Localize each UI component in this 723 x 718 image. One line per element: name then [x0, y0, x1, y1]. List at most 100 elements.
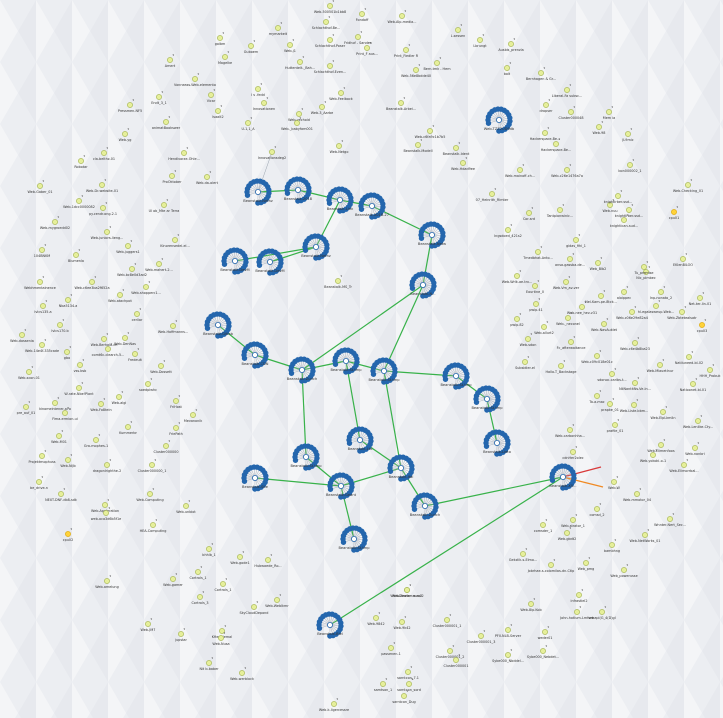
device-node[interactable]: Web-allurt2: [534, 321, 554, 336]
hub-cluster-c6[interactable]: Beanstalk-DevM: [220, 247, 250, 275]
device-node[interactable]: Isaalt2: [212, 105, 224, 120]
device-node[interactable]: Web_powerusse: [610, 564, 638, 579]
device-node[interactable]: Web-Vm_av-ver: [553, 276, 580, 291]
device-node[interactable]: Robotar: [74, 155, 88, 170]
hub-cluster-c26[interactable]: Beanstalk-XX...: [549, 463, 577, 491]
device-node[interactable]: Kinorensedel-el...: [160, 234, 190, 249]
device-node[interactable]: pwip.82: [510, 313, 524, 328]
device-node[interactable]: Ausbis_prenzla: [498, 38, 524, 53]
device-node[interactable]: Web-c06e29e82a4: [616, 306, 648, 321]
device-node[interactable]: Web-mahert-2...: [145, 258, 173, 273]
device-node[interactable]: Kummerbr: [119, 421, 138, 436]
device-node[interactable]: Nit b-baber: [199, 657, 219, 672]
hub-cluster-c24[interactable]: Beanstalk-St.tmp: [338, 525, 370, 553]
device-node[interactable]: Natioonet-bl-01: [680, 378, 706, 393]
device-node[interactable]: Web-9k42: [393, 616, 411, 631]
hub-cluster-c4[interactable]: Beanstalk-2018-27: [355, 192, 389, 220]
device-node[interactable]: sdonoc-caribs-t...: [597, 368, 627, 383]
device-node[interactable]: ProOktober: [162, 170, 182, 185]
device-node[interactable]: weder01: [538, 626, 553, 641]
device-node[interactable]: Web-Feelbock: [329, 87, 353, 102]
device-node[interactable]: Tmedbhat-Anto...: [522, 246, 553, 261]
device-node[interactable]: Hackerspace-Be...: [530, 127, 561, 142]
device-node[interactable]: cpu02: [63, 528, 73, 543]
device-node[interactable]: Web-Hoffmanns...: [158, 320, 188, 335]
device-node[interactable]: knightlcan-sud...: [610, 214, 638, 229]
device-node[interactable]: Web-Zbtetealsatr: [667, 306, 697, 321]
device-node[interactable]: Web-gbdt2: [558, 527, 577, 542]
device-node[interactable]: Web-Wrlk-ae-trx...: [502, 270, 532, 285]
device-node[interactable]: Web-c26e1476a7a: [551, 164, 583, 179]
device-node[interactable]: Web-juggers1: [116, 240, 140, 255]
device-node[interactable]: Schlachthof-Even...: [314, 60, 347, 75]
hub-cluster-c19[interactable]: Beanstalk-Ltd: [346, 426, 374, 454]
device-node[interactable]: Cluster000001: [444, 654, 469, 669]
device-node[interactable]: vss.bsb: [74, 359, 87, 374]
device-node[interactable]: knightlrber-ssd...: [615, 204, 644, 219]
device-node[interactable]: Web-NetWorks_01: [630, 529, 661, 544]
hub-cluster-c20[interactable]: Beanstalk-Site: [241, 464, 269, 492]
device-node[interactable]: Cortrols_3: [191, 591, 209, 606]
device-node[interactable]: Web-Beeler auro2: [392, 584, 422, 599]
device-node[interactable]: Web-NiJb: [60, 454, 76, 469]
device-node[interactable]: Cluster000001_1: [433, 614, 462, 629]
device-node[interactable]: dropser: [540, 99, 554, 114]
device-node[interactable]: JL9mic: [621, 128, 634, 143]
device-node[interactable]: aloippec: [617, 286, 631, 301]
hub-cluster-c17[interactable]: Beanstalk-Lieto: [483, 429, 511, 457]
device-node[interactable]: Print_Fiedler R: [394, 44, 419, 59]
device-node[interactable]: Web-Dossett: [150, 360, 172, 375]
device-node[interactable]: Ta-a-mac: [588, 390, 605, 405]
device-node[interactable]: Hallo-T_Backstage: [546, 360, 577, 375]
hub-cluster-c11[interactable]: Beanstalk-CDN: [241, 341, 269, 369]
device-node[interactable]: Web-Hdad9ee: [451, 157, 475, 172]
device-node[interactable]: Web-Elimorrbal...: [669, 459, 699, 474]
device-node[interactable]: Magelke: [218, 51, 232, 66]
device-node[interactable]: NiiNantitNs-Ve-In...: [619, 377, 651, 392]
device-node[interactable]: Web-nonbri: [685, 442, 705, 457]
device-node[interactable]: Web-nuu: [602, 199, 618, 214]
device-node[interactable]: Web-DenNas: [114, 332, 136, 347]
device-node[interactable]: Web-Weblkmr: [265, 594, 289, 609]
device-node[interactable]: Print_F aus...: [356, 42, 378, 57]
device-node[interactable]: Web-sdon: [520, 333, 537, 348]
device-node[interactable]: Web-unbiot: [176, 500, 196, 515]
device-node[interactable]: Web-Liste.bbm...: [620, 399, 649, 414]
device-node[interactable]: Sybe000_Nebdet...: [527, 645, 559, 660]
device-node[interactable]: comsder_1: [534, 519, 553, 534]
device-node[interactable]: Hubwaede_Ro...: [254, 554, 282, 569]
device-node[interactable]: bon000002_1: [618, 159, 642, 174]
device-node[interactable]: Mem ia: [603, 106, 615, 121]
device-node[interactable]: Web-k-ligercessre: [319, 698, 349, 713]
device-node[interactable]: Web-mainoff-ch...: [505, 164, 535, 179]
device-node[interactable]: Web-carbonhha...: [555, 424, 585, 439]
device-node[interactable]: Ivlcs170.b: [51, 319, 69, 334]
device-node[interactable]: Web-yg: [119, 128, 132, 143]
device-node[interactable]: cpu03: [697, 319, 707, 334]
device-node[interactable]: Inp-nonato_2: [650, 286, 672, 301]
device-node[interactable]: Fima-ermion-ui: [52, 407, 78, 422]
device-node[interactable]: mymarkeit: [269, 22, 288, 37]
device-node[interactable]: Beanstalk-MS_Tr: [324, 275, 352, 290]
device-node[interactable]: Hendlvorze-Ohle...: [168, 147, 200, 162]
device-node[interactable]: EKlenBlLOO: [673, 253, 693, 268]
hub-cluster-c18[interactable]: Beanstalk-St.tmp: [290, 443, 322, 471]
device-node[interactable]: be_drive-n: [30, 476, 48, 491]
device-node[interactable]: Web-Nusa: [212, 632, 230, 647]
device-node[interactable]: PFII-NLB-Server: [495, 624, 522, 639]
hub-cluster-c21[interactable]: Beanstalk-Geant: [326, 472, 357, 500]
device-node[interactable]: bambhng: [604, 539, 620, 554]
device-node[interactable]: Ingsdoed_421s2: [494, 224, 522, 239]
device-node[interactable]: Cor-srd: [523, 207, 535, 222]
device-node[interactable]: Tu_premise: [633, 261, 654, 276]
device-node[interactable]: Web-atachpot: [108, 289, 133, 304]
device-node[interactable]: sarntcon_sord: [397, 678, 421, 693]
device-node[interactable]: Web-strator_1: [561, 514, 585, 529]
device-node[interactable]: Web-9842: [367, 612, 385, 627]
device-node[interactable]: Pressmen-NF5: [118, 99, 142, 114]
device-node[interactable]: pre_auf_01: [17, 401, 36, 416]
hub-cluster-c2[interactable]: Beanstalk-2018: [284, 176, 313, 204]
device-node[interactable]: Web-Berhalo-ch: [91, 333, 118, 348]
device-node[interactable]: Beanstalk-Modell: [403, 139, 433, 154]
device-node[interactable]: knightlrber-ssd...: [604, 190, 633, 205]
